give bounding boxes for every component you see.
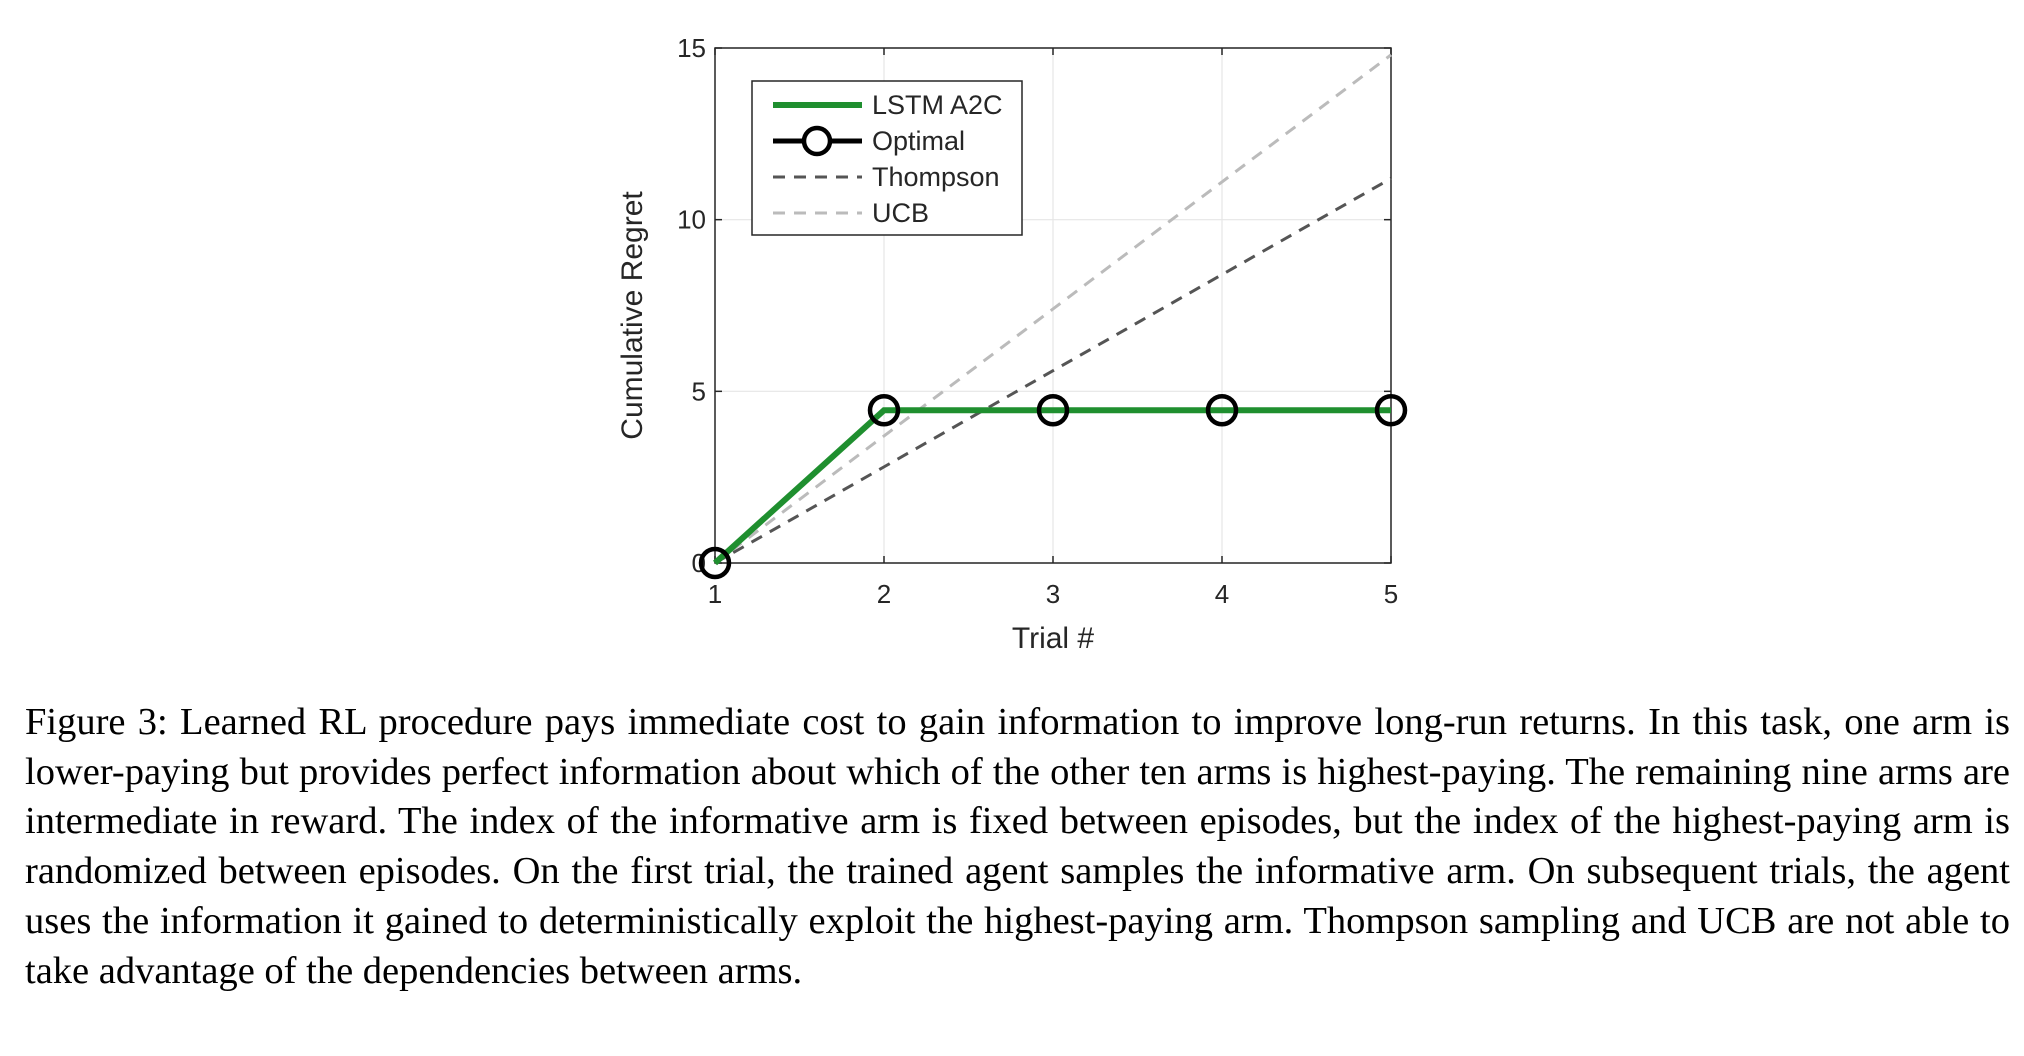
y-tick-label: 15 bbox=[677, 33, 706, 63]
y-axis-label: Cumulative Regret bbox=[616, 191, 649, 440]
x-tick-label: 4 bbox=[1215, 579, 1229, 609]
x-tick-label: 5 bbox=[1384, 579, 1398, 609]
series-lstm-a2c-line bbox=[712, 407, 1391, 566]
series-ucb-line bbox=[714, 53, 1392, 565]
legend-label-ucb: UCB bbox=[872, 198, 929, 228]
optimal-marker bbox=[1374, 393, 1408, 427]
optimal-marker bbox=[698, 546, 732, 580]
x-tick-label: 2 bbox=[877, 579, 891, 609]
x-tick-label: 1 bbox=[708, 579, 722, 609]
legend-label-optimal: Optimal bbox=[872, 126, 965, 156]
legend-label-lstm-a2c: LSTM A2C bbox=[872, 90, 1003, 120]
optimal-markers bbox=[698, 393, 1408, 580]
x-tick-label: 3 bbox=[1046, 579, 1060, 609]
legend-label-thompson: Thompson bbox=[872, 162, 1000, 192]
series-lines bbox=[712, 53, 1392, 566]
y-tick-label: 10 bbox=[677, 205, 706, 235]
x-axis-label: Trial # bbox=[1012, 622, 1095, 655]
legend: LSTM A2C Optimal Thompson UCB bbox=[751, 80, 1023, 236]
figure-caption: Figure 3: Learned RL procedure pays imme… bbox=[25, 701, 2010, 992]
optimal-marker bbox=[1036, 393, 1070, 427]
series-thompson-line bbox=[714, 177, 1392, 565]
optimal-marker bbox=[1205, 393, 1239, 427]
legend-marker-optimal bbox=[801, 125, 833, 157]
y-tick-label: 5 bbox=[692, 376, 706, 406]
optimal-marker bbox=[867, 393, 901, 427]
